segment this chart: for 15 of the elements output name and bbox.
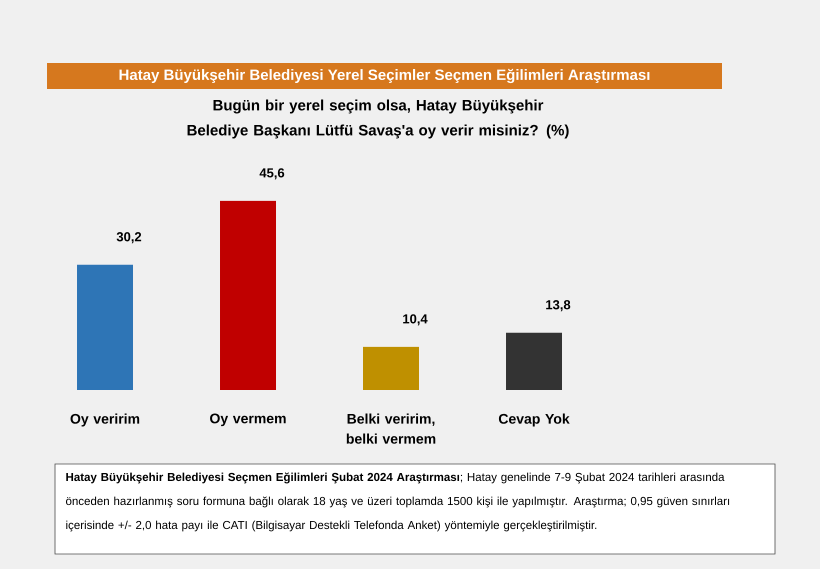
data-label: 13,8 [546,300,570,312]
bar [506,332,562,390]
bar [363,346,420,390]
data-label: 45,6 [260,168,284,180]
x-tick-label: Cevap Yok [498,414,570,427]
x-tick-label: Oy vermem [210,414,286,426]
data-label: 10,4 [403,314,428,326]
x-tick-label: Oy veririm [70,414,140,427]
text: Hatay Büyükşehir Belediyesi Seçmen Eğilimleri Şubat 2024 Araştırması; Hatay genelinde 7-9 Şubat 2024 tarihleri arasında önceden hazırlanmış soru formuna bağlı olarak 18 yaş ve üzeri toplamda 1500 kişi ile yapılmıştır. Araştırma; 0,95 güven sınırları içerisinde +/- 2,0 hata payı ile CATI (Bilgisayar Destekli Telefonda Anket) yöntemiyle gerçekleştirilmiştir. [66,472,730,532]
chart-subtitle: Bugün bir yerel seçim olsa, Hatay Büyükşehir Belediye Başkanı Lütfü Savaş'a oy verir misiniz? (%) [188,99,569,138]
data-label: 30,2 [116,232,142,244]
bar [77,264,134,390]
chart-title: Hatay Büyükşehir Belediyesi Yerel Seçimler Seçmen Eğilimleri Araştırması [120,68,650,84]
bar [220,200,276,390]
x-tick-label: Belki veririm, belki vermem [346,414,436,444]
